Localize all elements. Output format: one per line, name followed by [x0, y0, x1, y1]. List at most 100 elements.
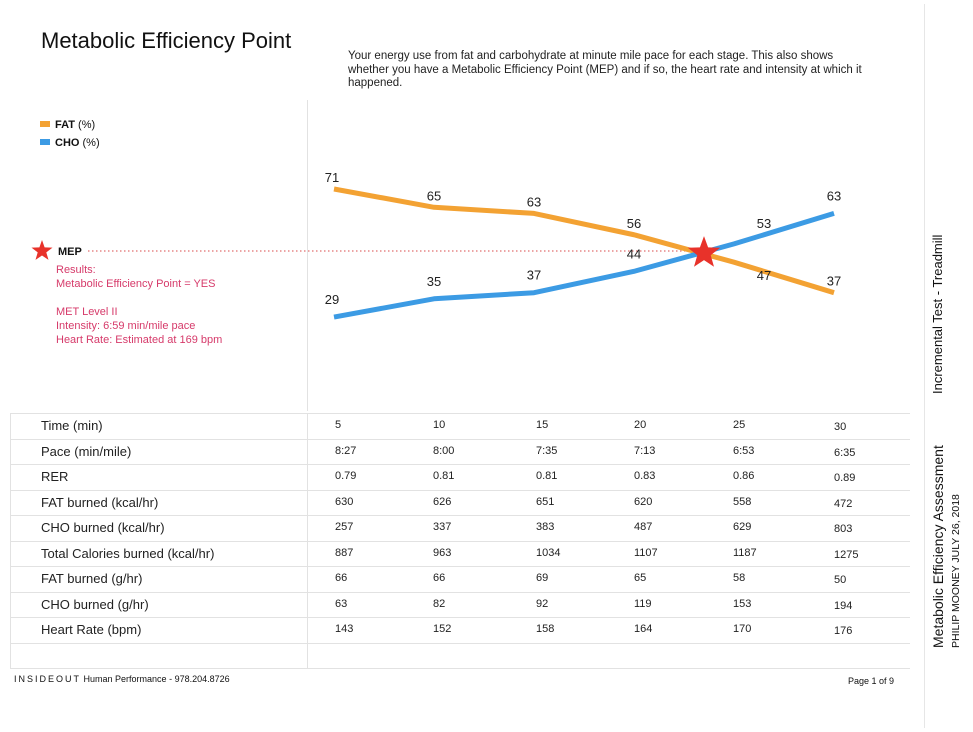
table-cell: 158	[536, 623, 555, 635]
mep-crossover-star-icon	[687, 236, 721, 267]
table-cell: 337	[433, 521, 452, 533]
table-rule	[10, 617, 910, 618]
table-rule	[10, 540, 910, 542]
table-cell: 6:35	[834, 446, 856, 459]
table-rule	[10, 668, 910, 669]
table-cell: 65	[634, 572, 647, 584]
data-label: 71	[325, 170, 339, 185]
table-row-label: Pace (min/mile)	[41, 443, 132, 459]
table-row-label: Heart Rate (bpm)	[41, 622, 142, 637]
table-cell: 153	[733, 597, 752, 610]
table-cell: 50	[834, 574, 847, 586]
side-assessment-title: Metabolic Efficiency Assessment	[930, 445, 946, 648]
table-cell: 472	[834, 497, 853, 510]
mep-results: Results: Metabolic Efficiency Point = YE…	[56, 263, 222, 347]
table-cell: 0.89	[834, 472, 856, 484]
table-cell: 143	[335, 623, 354, 635]
side-test-title: Incremental Test - Treadmill	[930, 234, 945, 394]
data-label: 35	[427, 274, 441, 289]
table-cell: 620	[634, 495, 653, 508]
table-cell: 10	[433, 419, 446, 431]
data-label: 29	[325, 292, 339, 307]
table-cell: 0.83	[634, 470, 656, 482]
table-cell: 630	[335, 495, 354, 508]
table-cell: 803	[834, 523, 853, 535]
chart-left-divider	[307, 100, 308, 411]
table-cell: 66	[433, 572, 446, 584]
table-cell: 0.86	[733, 470, 755, 482]
table-rule	[10, 438, 910, 440]
data-label: 44	[627, 246, 641, 261]
table-rule	[10, 413, 910, 414]
cho-series-line	[333, 211, 835, 320]
table-cell: 25	[733, 419, 746, 431]
mep-label: MEP	[58, 246, 82, 258]
table-rule	[10, 642, 910, 644]
legend-unit-fat: (%)	[78, 119, 96, 131]
table-cell: 7:35	[536, 444, 558, 457]
table-row-label: RER	[41, 469, 69, 484]
table-cell: 5	[335, 419, 342, 431]
table-cell: 1034	[536, 546, 561, 559]
table-cell: 626	[433, 495, 452, 508]
table-row-label: CHO burned (g/hr)	[41, 596, 149, 612]
table-cell: 92	[536, 597, 549, 610]
table-cell: 119	[634, 597, 652, 610]
table-cell: 8:00	[433, 444, 455, 457]
table-cell: 170	[733, 623, 752, 635]
data-label: 63	[827, 188, 841, 203]
table-cell: 487	[634, 521, 653, 533]
table-cell: 0.79	[335, 470, 357, 482]
legend-label-fat: FAT	[55, 119, 75, 131]
mep-results-line: Intensity: 6:59 min/mile pace	[56, 320, 196, 332]
table-cell: 6:53	[733, 444, 755, 457]
page-description: Your energy use from fat and carbohydrat…	[348, 50, 862, 89]
table-row-label: CHO burned (kcal/hr)	[41, 520, 165, 535]
table-cell: 963	[433, 546, 452, 559]
mep-results-line: MET Level II	[56, 306, 118, 318]
fat-series-line	[333, 186, 835, 296]
table-cell: 1187	[733, 546, 757, 559]
legend-swatch-fat	[40, 121, 50, 127]
data-label: 47	[757, 268, 771, 283]
data-label: 56	[627, 216, 641, 231]
data-label: 37	[827, 274, 841, 289]
table-cell: 383	[536, 521, 555, 533]
data-label: 65	[427, 188, 441, 203]
legend-unit-cho: (%)	[82, 137, 100, 149]
table-row-label: Total Calories burned (kcal/hr)	[41, 545, 215, 561]
table-column-rule	[10, 413, 11, 668]
table-cell: 152	[433, 623, 452, 635]
table-cell: 0.81	[536, 470, 558, 482]
table-cell: 82	[433, 597, 446, 610]
footer-brand: INSIDEOUT Human Performance - 978.204.87…	[14, 674, 230, 684]
legend-item-fat: FAT (%)	[40, 119, 95, 131]
legend-label-cho: CHO	[55, 137, 80, 149]
table-cell: 194	[834, 599, 853, 612]
table-cell: 66	[335, 572, 348, 584]
table-rule	[10, 591, 910, 593]
table-cell: 7:13	[634, 444, 656, 457]
table-row-label: FAT burned (g/hr)	[41, 571, 143, 586]
side-divider	[924, 4, 925, 728]
mep-results-line: Results:	[56, 264, 96, 276]
table-cell: 20	[634, 419, 647, 431]
mep-results-line: Metabolic Efficiency Point = YES	[56, 278, 216, 290]
table-cell: 651	[536, 495, 555, 508]
data-label: 53	[757, 216, 771, 231]
table-cell: 1107	[634, 546, 658, 559]
table-cell: 629	[733, 521, 752, 533]
footer-brand-contact: Human Performance - 978.204.8726	[83, 674, 230, 684]
table-cell: 58	[733, 572, 746, 584]
page-number: Page 1 of 9	[848, 676, 895, 686]
table-cell: 1275	[834, 548, 859, 561]
data-label: 63	[527, 194, 541, 209]
table-cell: 0.81	[433, 470, 455, 482]
table-cell: 887	[335, 546, 354, 559]
mep-star-icon	[31, 240, 53, 260]
mep-results-line: Heart Rate: Estimated at 169 bpm	[56, 334, 223, 346]
table-cell: 30	[834, 421, 847, 433]
table-rule	[10, 566, 910, 567]
table-rule	[10, 464, 910, 465]
table-row-label: FAT burned (kcal/hr)	[41, 494, 159, 510]
